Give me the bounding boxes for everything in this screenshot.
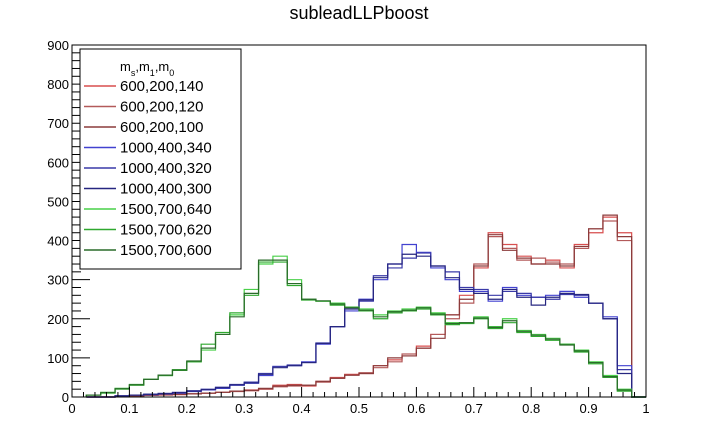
- x-tick-label: 0.7: [465, 401, 483, 416]
- y-tick-label: 400: [47, 234, 69, 249]
- x-tick-label: 1: [642, 401, 649, 416]
- x-tick-label: 0.6: [407, 401, 425, 416]
- legend-label-8: 1500,700,620: [120, 222, 212, 239]
- y-tick-label: 800: [47, 77, 69, 92]
- legend-title: ms,m1,m0: [120, 59, 174, 78]
- x-tick-label: 0.8: [522, 401, 540, 416]
- legend-label-2: 600,200,120: [120, 99, 203, 116]
- legend-label-3: 600,200,100: [120, 119, 203, 136]
- legend-label-9: 1500,700,600: [120, 242, 212, 259]
- x-tick-label: 0.1: [120, 401, 138, 416]
- x-tick-label: 0: [68, 401, 75, 416]
- y-tick-label: 900: [47, 38, 69, 53]
- x-tick-label: 0.2: [178, 401, 196, 416]
- y-tick-label: 300: [47, 273, 69, 288]
- x-tick-label: 0.9: [580, 401, 598, 416]
- series-line-8: [85, 261, 646, 398]
- x-tick-label: 0.5: [350, 401, 368, 416]
- legend-label-4: 1000,400,340: [120, 140, 212, 157]
- y-tick-label: 600: [47, 155, 69, 170]
- y-tick-label: 200: [47, 312, 69, 327]
- y-tick-label: 500: [47, 194, 69, 209]
- y-tick-label: 700: [47, 116, 69, 131]
- x-tick-label: 0.4: [293, 401, 311, 416]
- chart-title: subleadLLPboost: [289, 3, 428, 23]
- legend-label-5: 1000,400,320: [120, 160, 212, 177]
- legend-label-7: 1500,700,640: [120, 201, 212, 218]
- legend-label-6: 1000,400,300: [120, 181, 212, 198]
- y-tick-label: 0: [62, 390, 69, 405]
- legend-label-1: 600,200,140: [120, 78, 203, 95]
- y-tick-label: 100: [47, 351, 69, 366]
- x-tick-label: 0.3: [235, 401, 253, 416]
- series-line-9: [85, 259, 646, 398]
